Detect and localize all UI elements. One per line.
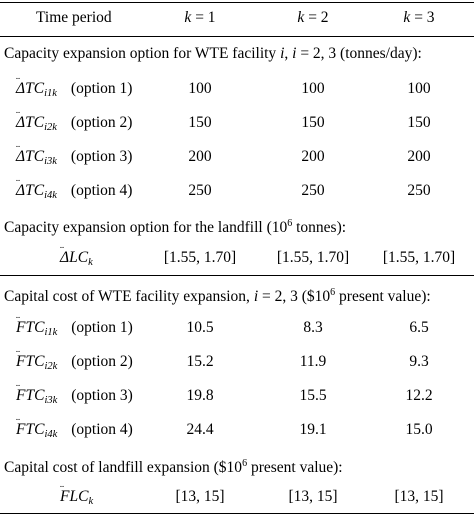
cell: 150 bbox=[188, 114, 212, 131]
cell: 15.5 bbox=[299, 387, 327, 404]
cell: [1.55, 1.70] bbox=[382, 249, 456, 266]
row-label-flc-k: ¨ FLCk bbox=[60, 482, 94, 507]
cell: 250 bbox=[407, 182, 431, 199]
section-title-landfill-cost: Capital cost of landfill expansion ($106… bbox=[4, 458, 343, 476]
row-label-ftc-i1k: ¨ FTCi1k (option 1) bbox=[16, 313, 133, 338]
cell: 100 bbox=[301, 80, 325, 97]
section-title-landfill-capacity: Capacity expansion option for the landfi… bbox=[4, 218, 347, 236]
cell: 24.4 bbox=[186, 421, 214, 438]
cell: 250 bbox=[188, 182, 212, 199]
cell: 15.0 bbox=[405, 421, 433, 438]
cell: 200 bbox=[407, 148, 431, 165]
row-label-ftc-i3k: ¨ FTCi3k (option 3) bbox=[16, 381, 133, 406]
cell: 11.9 bbox=[299, 353, 327, 370]
cell: 200 bbox=[188, 148, 212, 165]
cell: 12.2 bbox=[405, 387, 433, 404]
cell: 6.5 bbox=[409, 319, 429, 336]
cell: [13, 15] bbox=[394, 488, 444, 505]
header-time-period: Time period bbox=[36, 9, 112, 26]
cell: 200 bbox=[301, 148, 325, 165]
cell: 8.3 bbox=[303, 319, 323, 336]
section-rule bbox=[0, 275, 474, 276]
cell: 19.1 bbox=[299, 421, 327, 438]
cell: 150 bbox=[407, 114, 431, 131]
row-label-dtc-i2k: ¨ ΔTCi2k (option 2) bbox=[16, 108, 133, 133]
section-title-wte-cost: Capital cost of WTE facility expansion, … bbox=[4, 287, 431, 305]
cell: 100 bbox=[407, 80, 431, 97]
cell: [13, 15] bbox=[288, 488, 338, 505]
row-label-dtc-i1k: ¨ ΔTCi1k (option 1) bbox=[16, 74, 133, 99]
cell: 19.8 bbox=[186, 387, 214, 404]
row-label-ftc-i4k: ¨ FTCi4k (option 4) bbox=[16, 415, 133, 440]
cell: [1.55, 1.70] bbox=[163, 249, 237, 266]
cell: 100 bbox=[188, 80, 212, 97]
row-label-dtc-i3k: ¨ ΔTCi3k (option 3) bbox=[16, 142, 133, 167]
header-k2: k = 2 bbox=[297, 9, 329, 26]
cell: 9.3 bbox=[409, 353, 429, 370]
header-rule bbox=[0, 36, 474, 37]
row-label-dtc-i4k: ¨ ΔTCi4k (option 4) bbox=[16, 176, 133, 201]
header-k3: k = 3 bbox=[403, 9, 435, 26]
cell: [13, 15] bbox=[175, 488, 225, 505]
cell: 15.2 bbox=[186, 353, 214, 370]
bottom-rule bbox=[0, 513, 474, 514]
cell: [1.55, 1.70] bbox=[276, 249, 350, 266]
top-rule bbox=[0, 2, 474, 3]
cell: 150 bbox=[301, 114, 325, 131]
cell: 10.5 bbox=[186, 319, 214, 336]
row-label-dlc-k: ¨ ΔLCk bbox=[60, 243, 93, 268]
section-title-wte-capacity: Capacity expansion option for WTE facili… bbox=[4, 45, 422, 62]
cell: 250 bbox=[301, 182, 325, 199]
row-label-ftc-i2k: ¨ FTCi2k (option 2) bbox=[16, 347, 133, 372]
header-k1: k = 1 bbox=[184, 9, 216, 26]
